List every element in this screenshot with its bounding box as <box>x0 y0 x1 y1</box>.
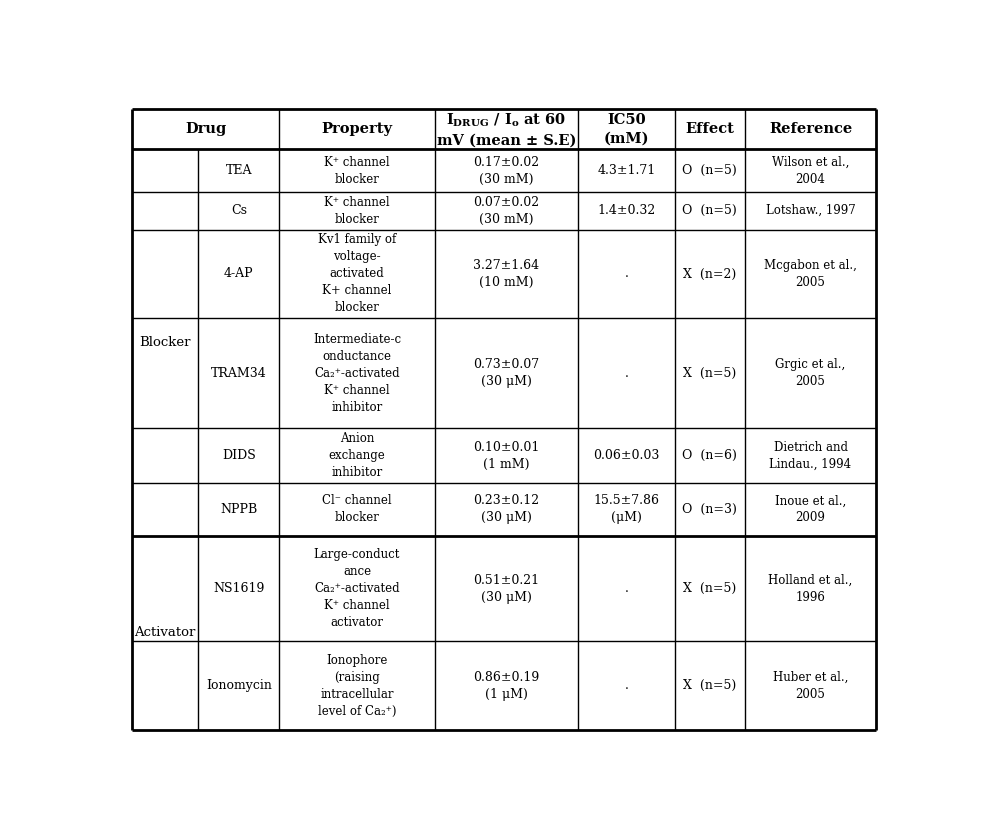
Text: 0.17±0.02
(30 mM): 0.17±0.02 (30 mM) <box>473 155 539 185</box>
Text: TRAM34: TRAM34 <box>211 366 267 380</box>
Text: 0.23±0.12
(30 μM): 0.23±0.12 (30 μM) <box>473 494 539 524</box>
Text: TEA: TEA <box>225 164 252 177</box>
Text: Reference: Reference <box>769 122 852 136</box>
Text: 0.10±0.01
(1 mM): 0.10±0.01 (1 mM) <box>473 440 539 470</box>
Text: Intermediate-c
onductance
Ca₂⁺-activated
K⁺ channel
inhibitor: Intermediate-c onductance Ca₂⁺-activated… <box>313 332 401 414</box>
Text: X  (n=5): X (n=5) <box>683 366 736 380</box>
Text: Ionomycin: Ionomycin <box>206 679 272 692</box>
Text: .: . <box>625 679 629 692</box>
Text: I$_{\mathregular{DRUG}}$ / I$_{\mathregular{o}}$ at 60
mV (mean ± S.E): I$_{\mathregular{DRUG}}$ / I$_{\mathregu… <box>437 111 576 147</box>
Text: 0.51±0.21
(30 μM): 0.51±0.21 (30 μM) <box>473 573 539 603</box>
Text: Huber et al.,
2005: Huber et al., 2005 <box>772 671 848 701</box>
Text: Kv1 family of
voltage-
activated
K+ channel
blocker: Kv1 family of voltage- activated K+ chan… <box>318 234 397 314</box>
Text: O  (n=5): O (n=5) <box>682 164 737 177</box>
Text: IC50
(mM): IC50 (mM) <box>603 113 649 145</box>
Text: 1.4±0.32: 1.4±0.32 <box>597 204 655 217</box>
Text: Effect: Effect <box>685 122 734 136</box>
Text: X  (n=5): X (n=5) <box>683 582 736 595</box>
Text: 3.27±1.64
(10 mM): 3.27±1.64 (10 mM) <box>473 259 539 289</box>
Text: 0.73±0.07
(30 μM): 0.73±0.07 (30 μM) <box>473 358 539 388</box>
Text: X  (n=2): X (n=2) <box>683 268 736 281</box>
Text: Grgic et al.,
2005: Grgic et al., 2005 <box>775 358 845 388</box>
Text: Drug: Drug <box>185 122 226 136</box>
Text: Activator: Activator <box>135 627 196 639</box>
Text: .: . <box>625 582 629 595</box>
Text: 4-AP: 4-AP <box>224 268 254 281</box>
Text: 0.07±0.02
(30 mM): 0.07±0.02 (30 mM) <box>473 195 539 226</box>
Text: Ionophore
(raising
intracellular
level of Ca₂⁺): Ionophore (raising intracellular level o… <box>318 654 397 718</box>
Text: Mcgabon et al.,
2005: Mcgabon et al., 2005 <box>765 259 857 289</box>
Text: Dietrich and
Lindau., 1994: Dietrich and Lindau., 1994 <box>769 440 851 470</box>
Text: NPPB: NPPB <box>220 503 258 516</box>
Text: Blocker: Blocker <box>140 336 191 349</box>
Text: Inoue et al.,
2009: Inoue et al., 2009 <box>775 494 846 524</box>
Text: X  (n=5): X (n=5) <box>683 679 736 692</box>
Text: .: . <box>625 268 629 281</box>
Text: Cs: Cs <box>231 204 247 217</box>
Text: K⁺ channel
blocker: K⁺ channel blocker <box>324 155 390 185</box>
Text: O  (n=3): O (n=3) <box>682 503 737 516</box>
Text: NS1619: NS1619 <box>214 582 265 595</box>
Text: 0.06±0.03: 0.06±0.03 <box>593 449 659 462</box>
Text: Large-conduct
ance
Ca₂⁺-activated
K⁺ channel
activator: Large-conduct ance Ca₂⁺-activated K⁺ cha… <box>314 548 400 629</box>
Text: Anion
exchange
inhibitor: Anion exchange inhibitor <box>329 432 386 479</box>
Text: K⁺ channel
blocker: K⁺ channel blocker <box>324 195 390 226</box>
Text: Wilson et al.,
2004: Wilson et al., 2004 <box>771 155 849 185</box>
Text: Lotshaw., 1997: Lotshaw., 1997 <box>766 204 855 217</box>
Text: O  (n=6): O (n=6) <box>682 449 737 462</box>
Text: 15.5±7.86
(μM): 15.5±7.86 (μM) <box>593 494 659 524</box>
Text: DIDS: DIDS <box>221 449 256 462</box>
Text: Cl⁻ channel
blocker: Cl⁻ channel blocker <box>322 494 392 524</box>
Text: .: . <box>625 366 629 380</box>
Text: O  (n=5): O (n=5) <box>682 204 737 217</box>
Text: Property: Property <box>322 122 393 136</box>
Text: 4.3±1.71: 4.3±1.71 <box>597 164 655 177</box>
Text: 0.86±0.19
(1 μM): 0.86±0.19 (1 μM) <box>473 671 539 701</box>
Text: Holland et al.,
1996: Holland et al., 1996 <box>769 573 853 603</box>
